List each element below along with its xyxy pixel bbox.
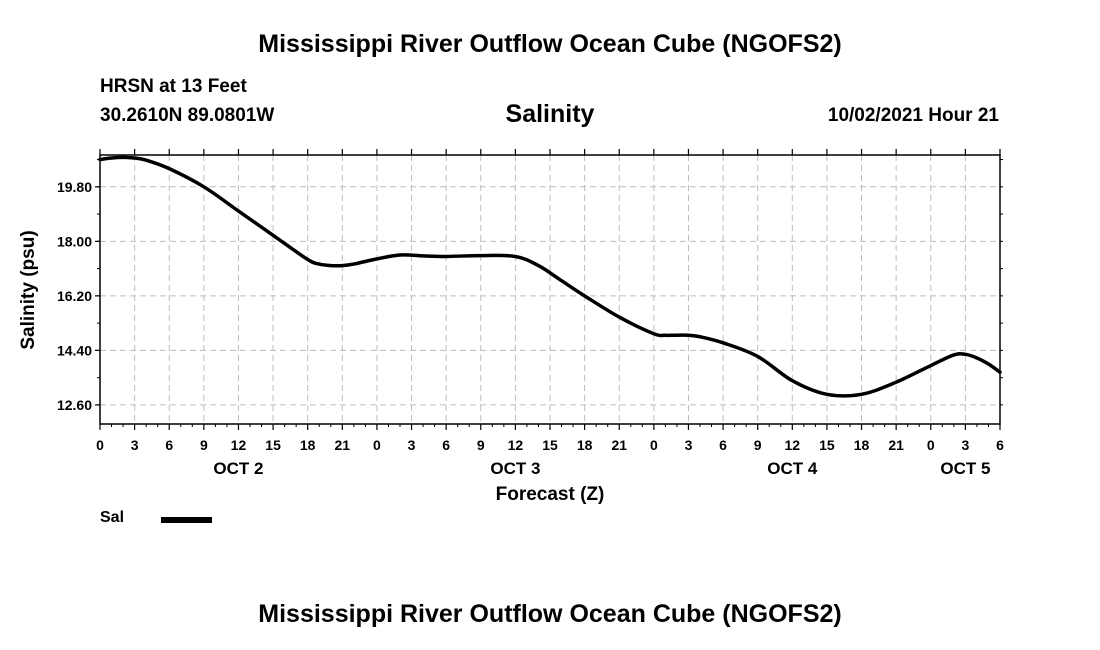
y-axis-ticks: 12.60 14.40 16.20 18.00 19.80: [57, 159, 1003, 413]
page-title: Mississippi River Outflow Ocean Cube (NG…: [258, 30, 842, 58]
x-tick-label: 0: [373, 437, 381, 453]
day-label: OCT 3: [490, 459, 540, 478]
x-tick-label: 21: [888, 437, 904, 453]
x-tick-label: 21: [611, 437, 627, 453]
run-time-label: 10/02/2021 Hour 21: [827, 105, 999, 126]
x-tick-label: 6: [442, 437, 450, 453]
x-tick-label: 9: [477, 437, 485, 453]
station-coordinates: 30.2610N 89.0801W: [100, 105, 275, 126]
series-line-sal: [98, 155, 1002, 398]
legend-swatch: [161, 517, 212, 523]
day-label: OCT 5: [940, 459, 990, 478]
x-tick-label: 3: [685, 437, 693, 453]
y-tick-label: 12.60: [57, 397, 92, 413]
x-tick-label: 15: [819, 437, 835, 453]
y-axis-label: Salinity (psu): [18, 230, 39, 349]
x-tick-label: 6: [996, 437, 1004, 453]
x-tick-label: 0: [650, 437, 658, 453]
station-name: HRSN at 13 Feet: [100, 76, 247, 97]
x-tick-label: 6: [165, 437, 173, 453]
y-tick-label: 18.00: [57, 233, 92, 249]
footer-title: Mississippi River Outflow Ocean Cube (NG…: [258, 600, 842, 628]
x-tick-label: 18: [300, 437, 316, 453]
day-labels: OCT 2 OCT 3 OCT 4 OCT 5: [213, 459, 990, 478]
x-tick-label: 12: [785, 437, 801, 453]
x-tick-label: 3: [408, 437, 416, 453]
x-tick-label: 21: [335, 437, 351, 453]
x-tick-label: 9: [200, 437, 208, 453]
x-axis-label: Forecast (Z): [496, 484, 605, 505]
series-layer: [98, 155, 1002, 398]
x-tick-label: 0: [927, 437, 935, 453]
day-label: OCT 2: [213, 459, 263, 478]
x-tick-label: 3: [961, 437, 969, 453]
x-tick-label: 9: [754, 437, 762, 453]
grid-lines: [100, 155, 1000, 424]
legend-label: Sal: [100, 509, 125, 526]
x-tick-label: 3: [131, 437, 139, 453]
x-tick-label: 15: [265, 437, 281, 453]
y-tick-label: 19.80: [57, 179, 92, 195]
x-tick-label: 12: [231, 437, 247, 453]
x-tick-label: 6: [719, 437, 727, 453]
day-label: OCT 4: [767, 459, 818, 478]
y-tick-label: 14.40: [57, 342, 92, 358]
x-tick-label: 12: [508, 437, 524, 453]
y-tick-label: 16.20: [57, 288, 92, 304]
x-axis-ticks: 0 3 6 9 12 15 18 21 0 3 6 9 12 15 18 21 0 3 6 9 12 15 18 21 0 3 6: [96, 149, 1004, 453]
x-tick-label: 18: [854, 437, 870, 453]
x-tick-label: 18: [577, 437, 593, 453]
x-tick-label: 0: [96, 437, 104, 453]
chart-title: Salinity: [505, 100, 595, 128]
x-tick-label: 15: [542, 437, 558, 453]
